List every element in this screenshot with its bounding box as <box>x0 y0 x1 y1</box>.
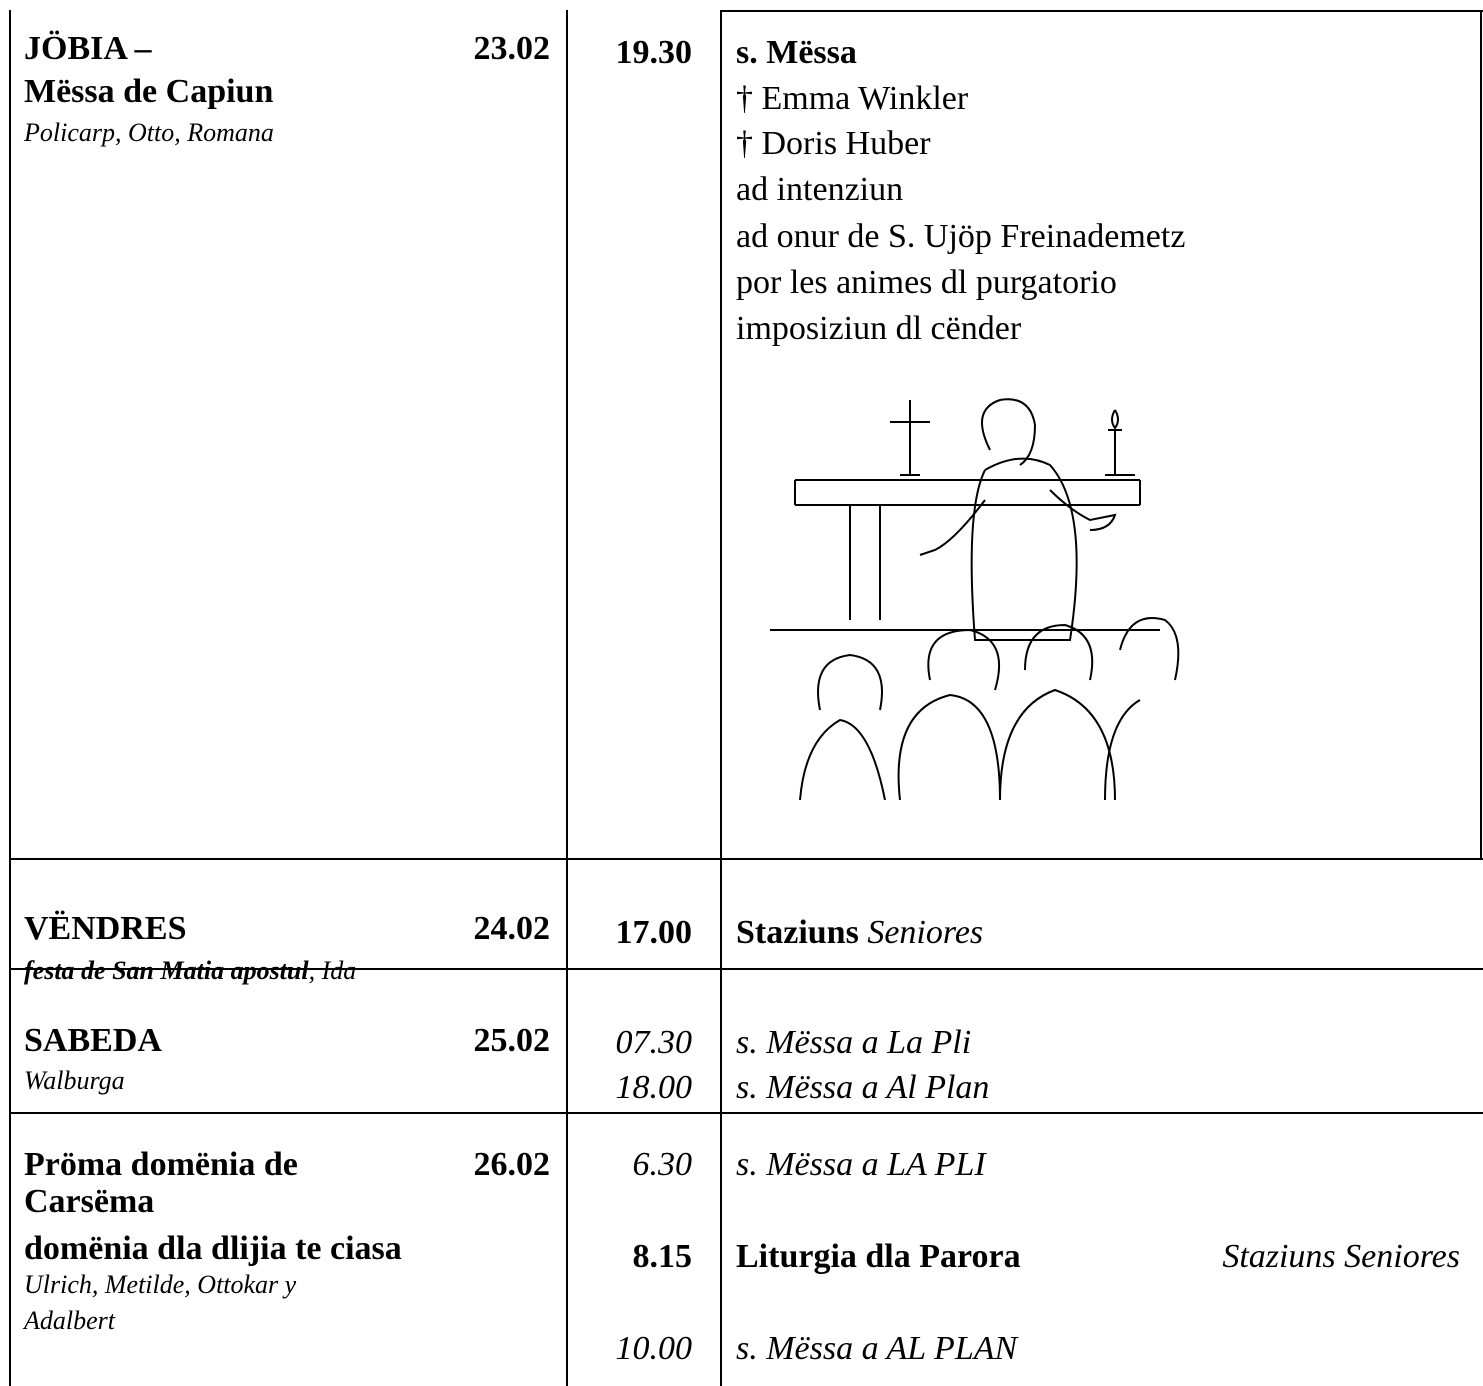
day: SABEDA <box>24 1022 162 1059</box>
entry: † Emma Winkler <box>736 80 969 117</box>
time: 17.00 <box>615 914 693 951</box>
entry: ad onur de S. Ujöp Freinademetz <box>736 218 1186 255</box>
day: JÖBIA – <box>24 30 152 67</box>
time: 19.30 <box>615 34 693 71</box>
day: Mëssa de Capiun <box>24 73 274 110</box>
entry: Staziuns <box>736 914 859 951</box>
saints: , Ida <box>308 956 357 985</box>
day: Pröma domënia de <box>24 1146 298 1183</box>
time: 8.15 <box>632 1238 693 1275</box>
date: 24.02 <box>473 910 551 947</box>
illustration <box>770 398 1180 800</box>
entry: Liturgia dla Parora <box>736 1238 1021 1275</box>
rule <box>9 968 1483 970</box>
rule <box>9 10 11 1386</box>
rule <box>720 10 722 1386</box>
entry: ad intenziun <box>736 171 904 208</box>
saints: Adalbert <box>24 1306 115 1335</box>
entry-line: Staziuns Seniores <box>736 916 983 950</box>
saints: Walburga <box>24 1066 125 1095</box>
entry: s. Mëssa <box>736 34 857 71</box>
entry: s. Mëssa a AL PLAN <box>736 1330 1018 1367</box>
saints: Policarp, Otto, Romana <box>24 118 274 147</box>
entry: s. Mëssa a Al Plan <box>736 1069 990 1106</box>
day: VËNDRES <box>24 910 187 947</box>
entry: imposiziun dl cënder <box>736 310 1022 347</box>
day: Carsëma <box>24 1183 155 1220</box>
entry: s. Mëssa a LA PLI <box>736 1146 986 1183</box>
time: 07.30 <box>615 1024 693 1061</box>
time: 18.00 <box>615 1069 693 1106</box>
entry: † Doris Huber <box>736 125 931 162</box>
entry: por les animes dl purgatorio <box>736 264 1117 301</box>
entry: Staziuns Seniores <box>1222 1238 1460 1275</box>
date: 26.02 <box>473 1146 551 1183</box>
saints-line: festa de San Matia apostul, Ida <box>24 958 356 984</box>
rule <box>1480 10 1482 860</box>
entry: Seniores <box>867 914 984 951</box>
rule <box>9 1112 1483 1114</box>
entry: s. Mëssa a La Pli <box>736 1024 972 1061</box>
rule <box>9 858 1483 860</box>
time: 10.00 <box>615 1330 693 1367</box>
time: 6.30 <box>632 1146 693 1183</box>
date: 25.02 <box>473 1022 551 1059</box>
rule <box>720 10 1483 12</box>
saints: festa de San Matia apostul <box>24 956 309 985</box>
saints: Ulrich, Metilde, Ottokar y <box>24 1270 297 1299</box>
rule <box>566 10 568 1386</box>
day: domënia dla dlijia te ciasa <box>24 1230 402 1267</box>
date: 23.02 <box>473 30 551 67</box>
